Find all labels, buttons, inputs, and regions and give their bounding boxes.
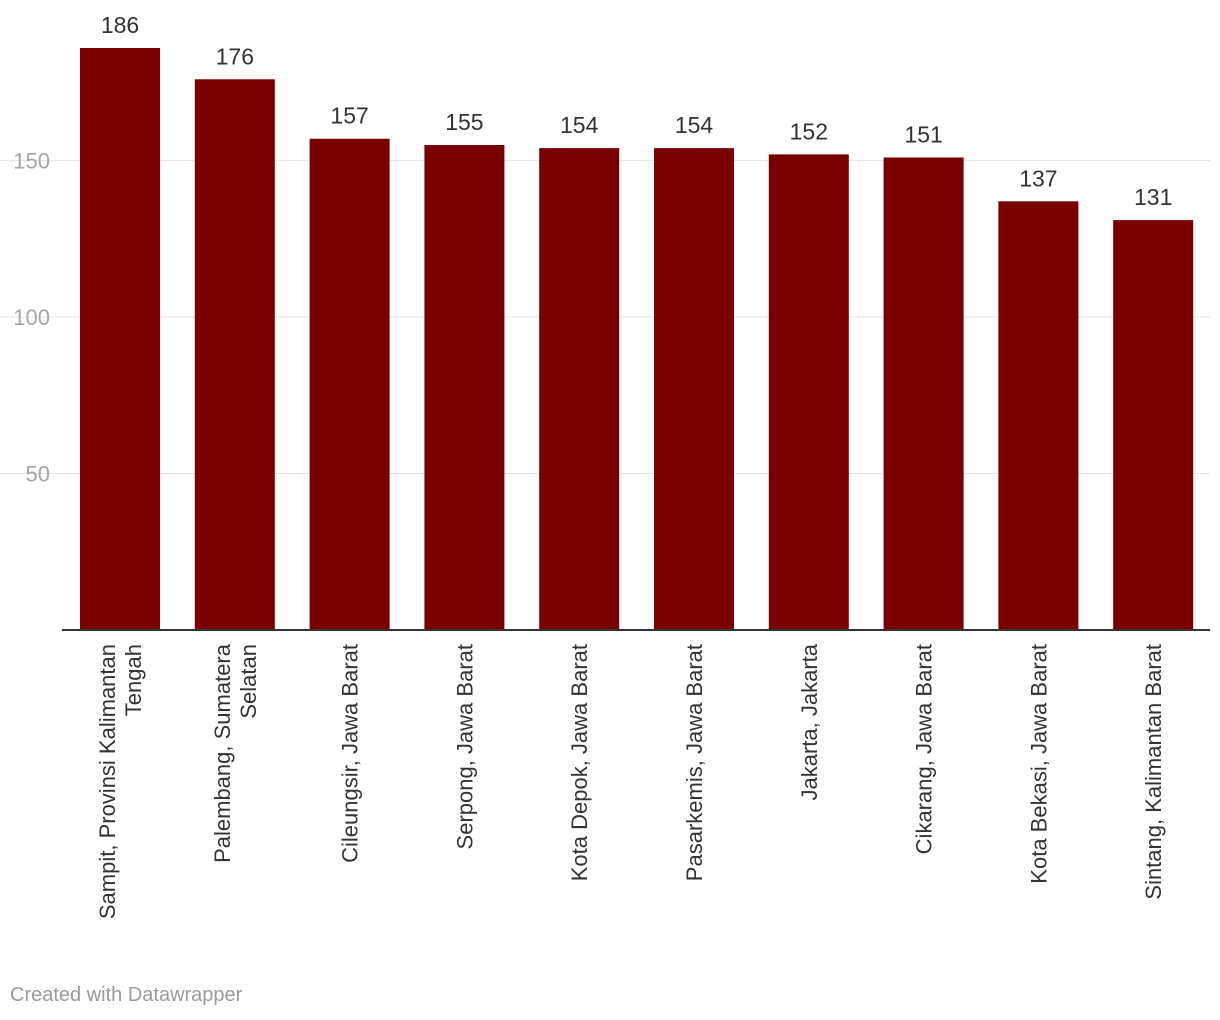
category-label-1: Sampit, Provinsi Kalimantan Tengah — [95, 644, 146, 919]
value-label-3: 157 — [330, 103, 368, 129]
bar-4 — [424, 145, 505, 630]
value-label-9: 137 — [1019, 165, 1057, 191]
category-label-10-line-1: Sintang, Kalimantan Barat — [1141, 644, 1166, 900]
bar-9 — [998, 201, 1079, 631]
category-label-5: Kota Depok, Jawa Barat — [567, 644, 592, 881]
category-label-9: Kota Bekasi, Jawa Barat — [1026, 644, 1051, 884]
bar-3 — [309, 138, 390, 630]
category-label-2: Palembang, Sumatera Selatan — [210, 643, 261, 863]
bars — [80, 48, 1194, 631]
value-labels: 186 176 157 155 154 154 152 151 137 131 — [101, 12, 1173, 210]
bar-8 — [883, 157, 964, 631]
category-label-6-line-1: Pasarkemis, Jawa Barat — [682, 644, 707, 881]
y-axis-ticks: 50 100 150 — [13, 149, 50, 487]
category-label-8-line-1: Cikarang, Jawa Barat — [912, 644, 937, 854]
value-label-10: 131 — [1134, 184, 1172, 210]
value-label-4: 155 — [445, 109, 483, 135]
bar-10 — [1113, 220, 1194, 630]
category-label-6: Pasarkemis, Jawa Barat — [682, 644, 707, 881]
category-label-2-line-1: Palembang, Sumatera — [210, 643, 235, 863]
y-tick-label-150: 150 — [13, 149, 50, 174]
value-label-5: 154 — [560, 112, 599, 138]
category-label-8: Cikarang, Jawa Barat — [912, 644, 937, 854]
x-axis-category-labels: Sampit, Provinsi Kalimantan Tengah Palemba… — [95, 643, 1166, 919]
value-label-8: 151 — [904, 122, 942, 148]
value-label-7: 152 — [790, 118, 828, 144]
category-label-3: Cileungsir, Jawa Barat — [338, 644, 363, 863]
credit-text: Created with Datawrapper — [10, 984, 243, 1006]
bar-1 — [80, 48, 160, 630]
category-label-5-line-1: Kota Depok, Jawa Barat — [567, 644, 592, 881]
category-label-1-line-2: Tengah — [121, 644, 146, 716]
value-label-2: 176 — [216, 43, 254, 69]
category-label-4-line-1: Serpong, Jawa Barat — [452, 644, 477, 849]
y-tick-label-50: 50 — [26, 462, 50, 487]
bar-7 — [768, 154, 849, 631]
category-label-7: Jakarta, Jakarta — [797, 643, 822, 800]
category-label-9-line-1: Kota Bekasi, Jawa Barat — [1026, 644, 1051, 884]
category-label-7-line-1: Jakarta, Jakarta — [797, 643, 822, 800]
bar-6 — [654, 148, 734, 630]
category-label-2-line-2: Selatan — [236, 644, 261, 719]
category-label-3-line-1: Cileungsir, Jawa Barat — [338, 644, 363, 863]
category-label-4: Serpong, Jawa Barat — [452, 644, 477, 849]
category-label-10: Sintang, Kalimantan Barat — [1141, 644, 1166, 900]
value-label-6: 154 — [675, 112, 714, 138]
value-label-1: 186 — [101, 12, 139, 38]
bar-2 — [194, 79, 275, 630]
category-label-1-line-1: Sampit, Provinsi Kalimantan — [95, 644, 120, 919]
y-tick-label-100: 100 — [13, 305, 50, 330]
bar-5 — [539, 148, 620, 630]
